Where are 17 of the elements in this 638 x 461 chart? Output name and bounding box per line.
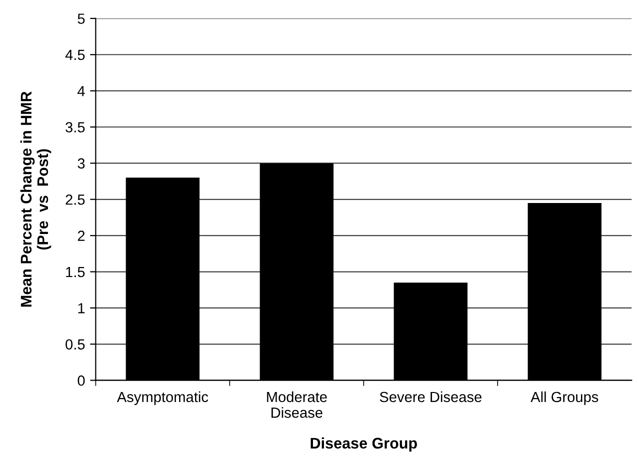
y-tick-label: 0.5 <box>66 339 85 350</box>
y-tick-label: 1.5 <box>66 267 85 278</box>
y-tick-label: 3 <box>78 158 85 169</box>
x-tick-label: Severe Disease <box>380 391 482 402</box>
x-axis-title: Disease Group <box>310 437 417 452</box>
y-tick-label: 0 <box>78 375 85 386</box>
y-tick-label: 5 <box>78 14 85 24</box>
x-tick-label: All Groups <box>530 391 598 406</box>
x-tick-label: Moderate Disease <box>267 391 327 418</box>
y-tick-label: 4 <box>78 86 85 96</box>
x-tick-label: Asymptomatic <box>116 391 208 406</box>
y-axis-title: Mean Percent Change in HMR (Pre vs Post) <box>20 91 52 307</box>
y-tick-label: 1 <box>78 303 85 314</box>
y-tick-label: 3.5 <box>66 122 85 132</box>
y-tick-label: 4.5 <box>65 50 85 60</box>
y-tick-label: 2.5 <box>66 194 85 205</box>
y-tick-label: 2 <box>78 230 85 241</box>
